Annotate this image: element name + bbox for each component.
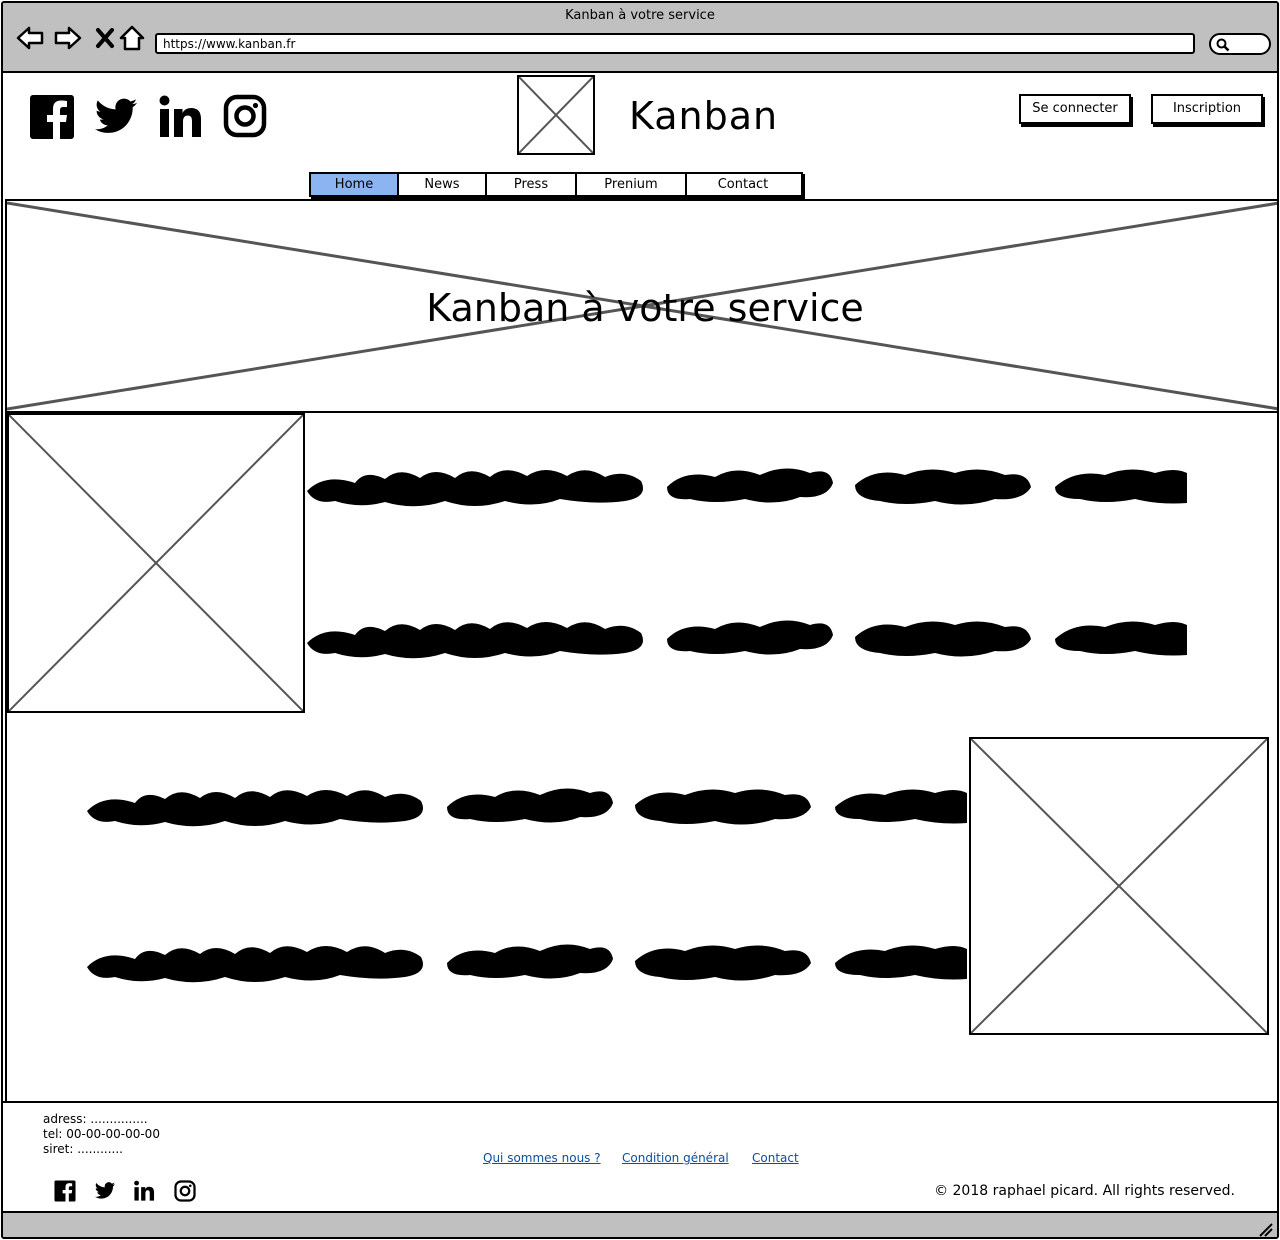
- facebook-icon[interactable]: [54, 1180, 76, 1202]
- instagram-icon[interactable]: [223, 94, 267, 138]
- footer-address: adress: ...............: [43, 1112, 148, 1126]
- image-cross: [970, 738, 1268, 1034]
- window-title: Kanban à votre service: [565, 8, 715, 23]
- linkedin-icon[interactable]: [157, 94, 203, 140]
- close-icon[interactable]: [91, 23, 121, 53]
- login-button[interactable]: Se connecter: [1019, 94, 1131, 124]
- hero-title: Kanban à votre service: [426, 286, 864, 330]
- image-placeholder: [7, 413, 305, 713]
- image-cross: [8, 414, 304, 712]
- footer-tel: tel: 00-00-00-00-00: [43, 1127, 160, 1141]
- search-icon: [1216, 38, 1230, 52]
- footer-siret: siret: ............: [43, 1142, 123, 1156]
- footer-link-contact[interactable]: Contact: [752, 1151, 799, 1165]
- tab-home[interactable]: Home: [311, 174, 399, 195]
- copyright-text: © 2018 raphael picard. All rights reserv…: [934, 1183, 1235, 1199]
- placeholder-text-line: [307, 468, 1187, 507]
- browser-search-field[interactable]: [1209, 33, 1271, 55]
- logo-image-cross: [518, 76, 594, 154]
- browser-toolbar: Kanban à votre service https://www.kanba…: [3, 3, 1277, 73]
- tab-prenium[interactable]: Prenium: [577, 174, 687, 195]
- footer: adress: ............... tel: 00-00-00-00…: [3, 1101, 1277, 1213]
- placeholder-text-line: [307, 620, 1187, 659]
- tab-news[interactable]: News: [399, 174, 487, 195]
- footer-link-about[interactable]: Qui sommes nous ?: [483, 1151, 601, 1165]
- back-arrow-icon[interactable]: [15, 23, 45, 53]
- placeholder-text-line: [87, 788, 967, 827]
- site-name: Kanban: [629, 94, 779, 138]
- placeholder-text-line: [87, 944, 967, 983]
- image-placeholder: [969, 737, 1269, 1035]
- address-bar[interactable]: https://www.kanban.fr: [155, 33, 1195, 54]
- tab-press[interactable]: Press: [487, 174, 577, 195]
- logo-placeholder: [517, 75, 595, 155]
- content-section: [5, 413, 1277, 1103]
- home-icon[interactable]: [117, 23, 147, 53]
- instagram-icon[interactable]: [174, 1180, 196, 1202]
- facebook-icon[interactable]: [29, 94, 75, 140]
- resize-grip-icon[interactable]: [1257, 1221, 1273, 1237]
- main-nav-tabs: Home News Press Prenium Contact: [309, 172, 803, 197]
- tab-contact[interactable]: Contact: [717, 177, 769, 192]
- footer-link-terms[interactable]: Condition général: [622, 1151, 729, 1165]
- twitter-icon[interactable]: [93, 94, 139, 140]
- forward-arrow-icon[interactable]: [53, 23, 83, 53]
- browser-status-bar: [3, 1211, 1277, 1237]
- twitter-icon[interactable]: [94, 1180, 116, 1202]
- linkedin-icon[interactable]: [133, 1180, 155, 1202]
- signup-button[interactable]: Inscription: [1151, 94, 1263, 124]
- hero-image-cross: [7, 201, 1277, 411]
- hero-banner: Kanban à votre service: [5, 199, 1277, 413]
